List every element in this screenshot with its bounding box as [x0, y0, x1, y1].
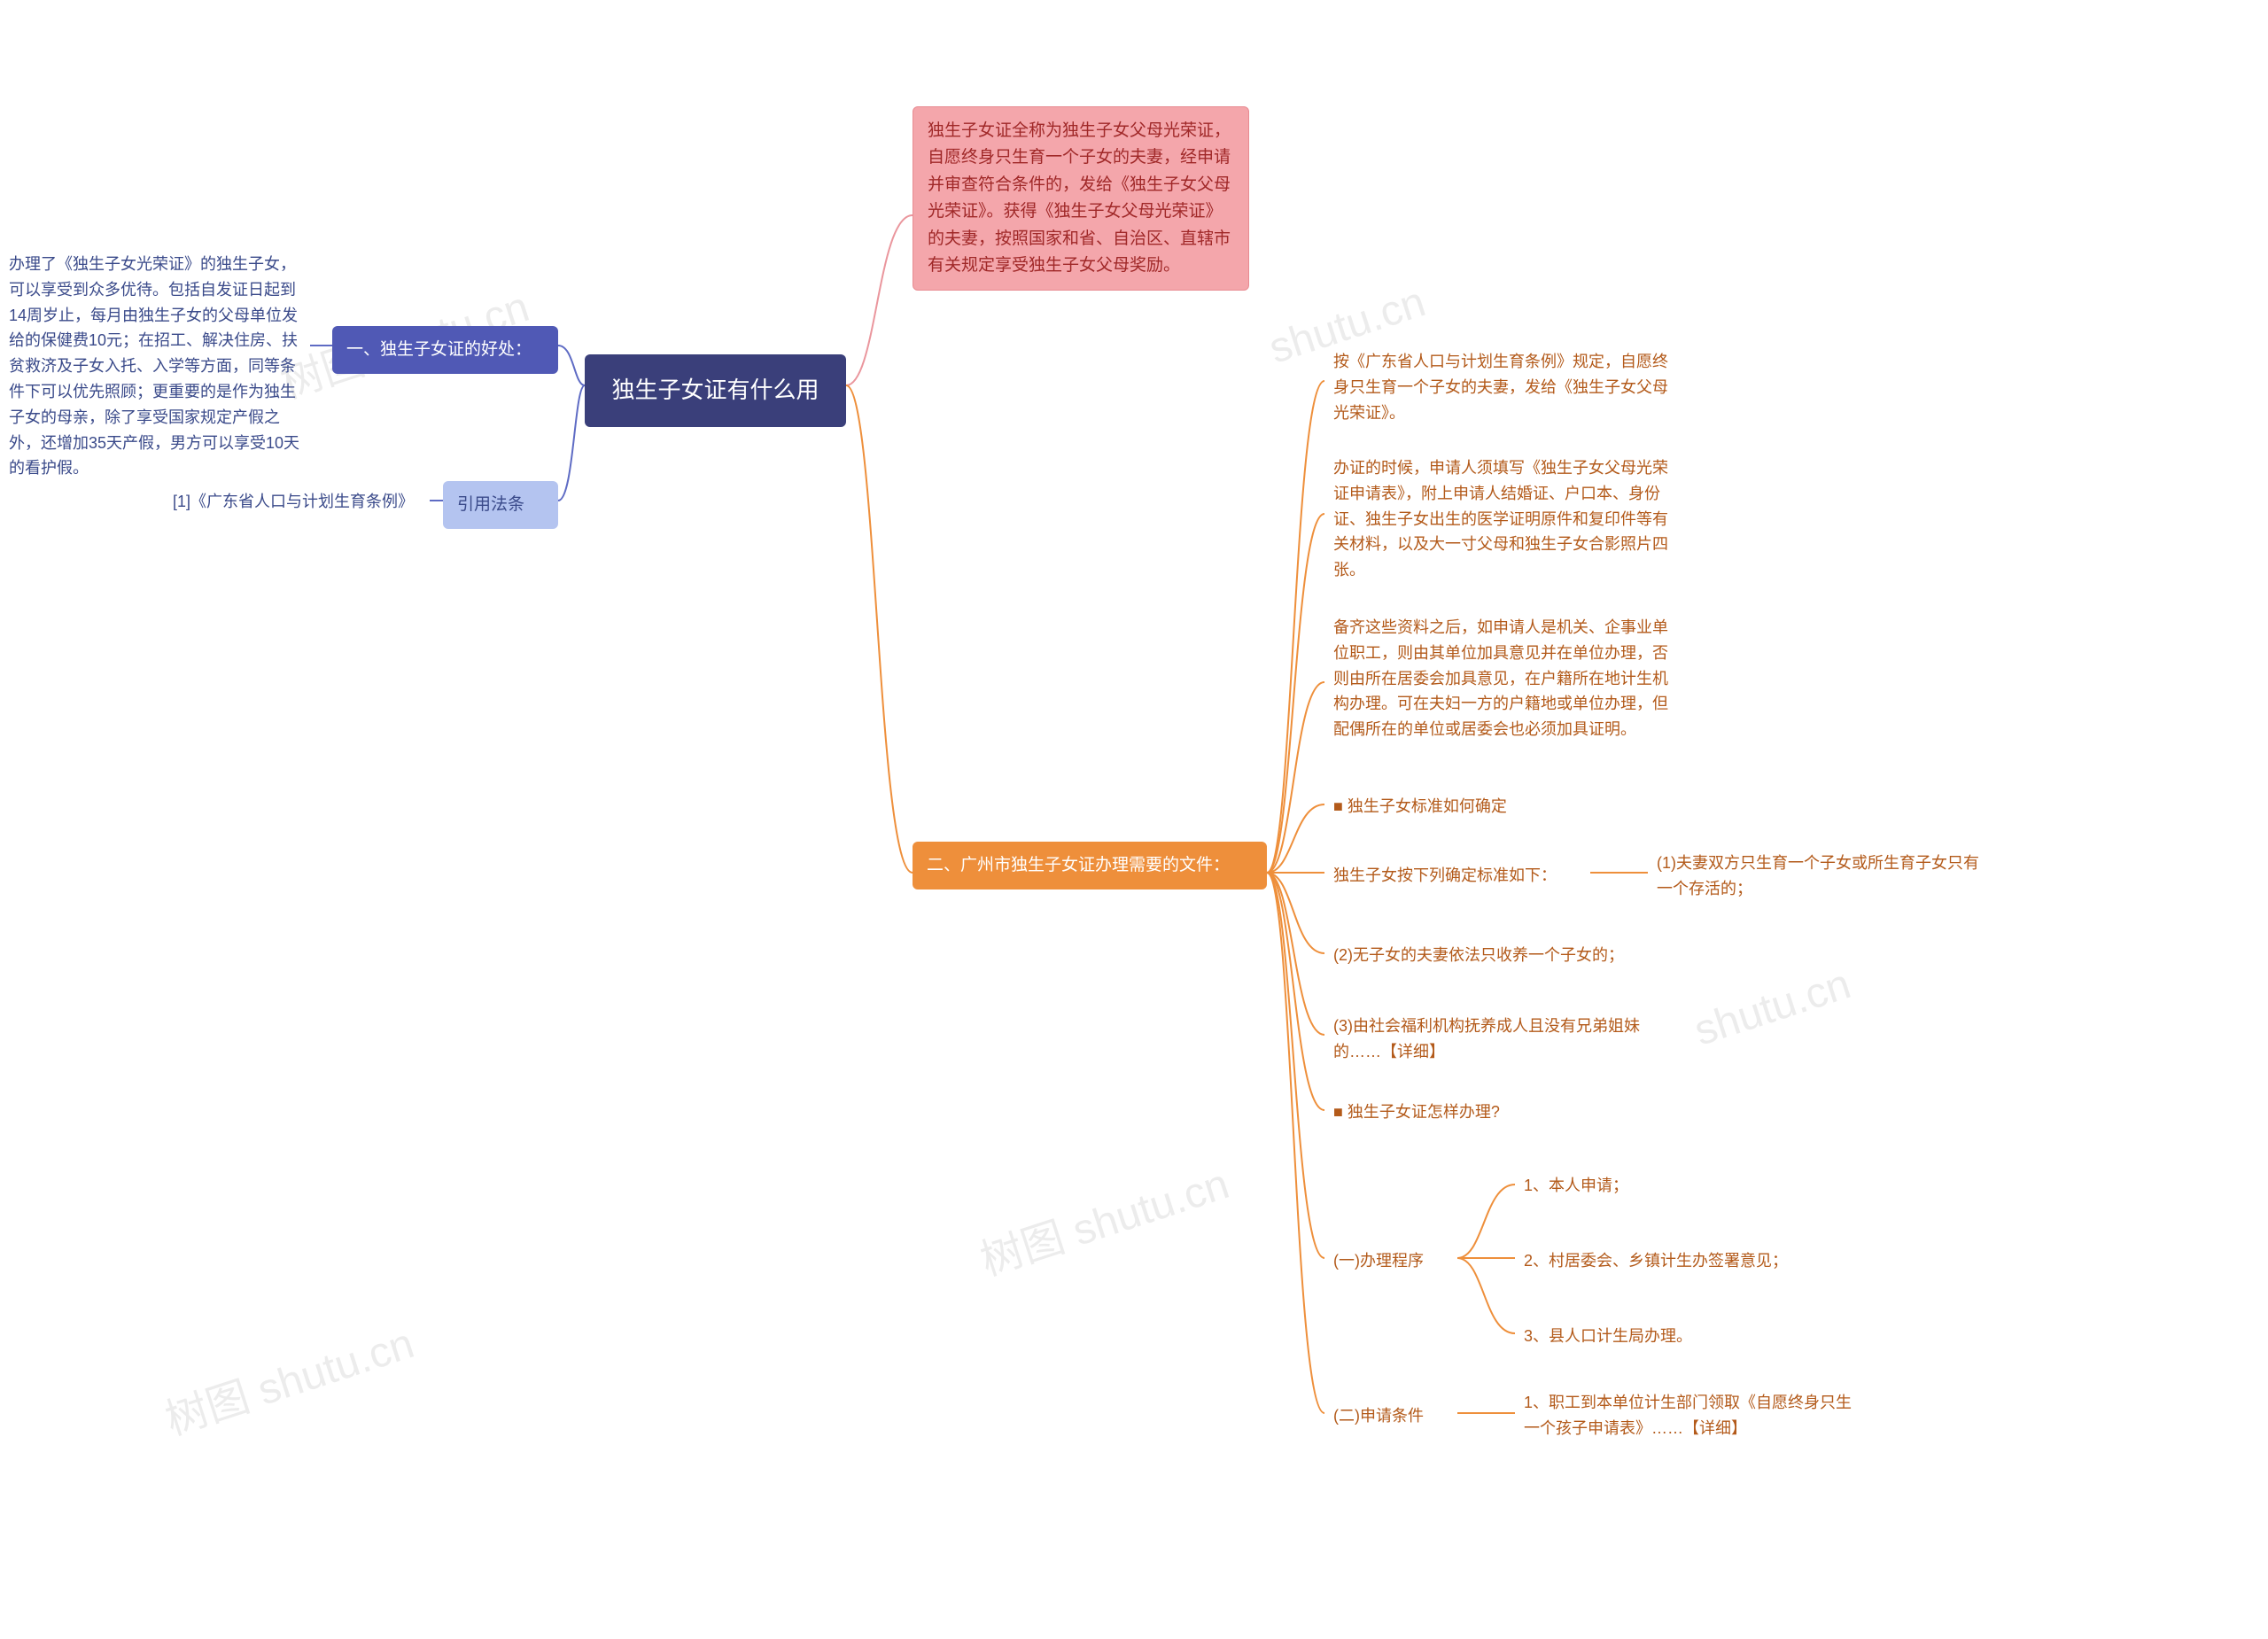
node-pink_intro[interactable]: 独生子女证全称为独生子女父母光荣证，自愿终身只生育一个子女的夫妻，经申请并审查符… [913, 106, 1249, 291]
node-o9a[interactable]: 1、本人申请； [1515, 1168, 1781, 1204]
node-blue_law[interactable]: 引用法条 [443, 481, 558, 529]
connector [1267, 514, 1324, 873]
node-o3[interactable]: 备齐这些资料之后，如申请人是机关、企事业单位职工，则由其单位加具意见并在单位办理… [1324, 610, 1679, 748]
connector [1457, 1185, 1515, 1258]
node-o4[interactable]: ■ 独生子女标准如何确定 [1324, 788, 1679, 825]
node-o7[interactable]: (3)由社会福利机构抚养成人且没有兄弟姐妹的……【详细】 [1324, 1008, 1679, 1070]
node-o1[interactable]: 按《广东省人口与计划生育条例》规定，自愿终身只生育一个子女的夫妻，发给《独生子女… [1324, 344, 1679, 431]
connector [846, 215, 913, 385]
node-o2[interactable]: 办证的时候，申请人须填写《独生子女父母光荣证申请表》，附上申请人结婚证、户口本、… [1324, 450, 1679, 588]
connector [1267, 381, 1324, 873]
node-o5a[interactable]: (1)夫妻双方只生育一个子女或所生育子女只有一个存活的； [1648, 845, 2002, 907]
watermark: 树图 shutu.cn [156, 1309, 420, 1447]
node-orange_main[interactable]: 二、广州市独生子女证办理需要的文件： [913, 842, 1267, 889]
node-o5[interactable]: 独生子女按下列确定标准如下： [1324, 858, 1590, 894]
node-o6[interactable]: (2)无子女的夫妻依法只收养一个子女的； [1324, 937, 1679, 974]
connector [846, 385, 913, 873]
node-blue_benefit_desc[interactable]: 办理了《独生子女光荣证》的独生子女，可以享受到众多优待。包括自发证日起到14周岁… [0, 246, 310, 486]
connector [1267, 804, 1324, 873]
node-o10[interactable]: (二)申请条件 [1324, 1398, 1457, 1434]
watermark: shutu.cn [1689, 959, 1857, 1055]
connector [558, 346, 585, 385]
watermark: 树图 shutu.cn [971, 1149, 1235, 1287]
connector [1267, 682, 1324, 873]
connector [1267, 873, 1324, 1258]
connector [1267, 873, 1324, 1035]
node-o9[interactable]: (一)办理程序 [1324, 1243, 1457, 1279]
node-o10a[interactable]: 1、职工到本单位计生部门领取《自愿终身只生一个孩子申请表》……【详细】 [1515, 1385, 1869, 1447]
node-blue_benefit[interactable]: 一、独生子女证的好处： [332, 326, 558, 374]
node-o8[interactable]: ■ 独生子女证怎样办理? [1324, 1094, 1679, 1130]
connector [1267, 873, 1324, 1413]
node-root[interactable]: 独生子女证有什么用 [585, 354, 846, 427]
connector [558, 385, 585, 501]
node-blue_law_ref[interactable]: [1]《广东省人口与计划生育条例》 [164, 484, 430, 520]
connector [1267, 873, 1324, 1110]
node-o9b[interactable]: 2、村居委会、乡镇计生办签署意见； [1515, 1243, 1834, 1279]
connector [1457, 1258, 1515, 1333]
connector [1267, 873, 1324, 953]
node-o9c[interactable]: 3、县人口计生局办理。 [1515, 1318, 1781, 1355]
